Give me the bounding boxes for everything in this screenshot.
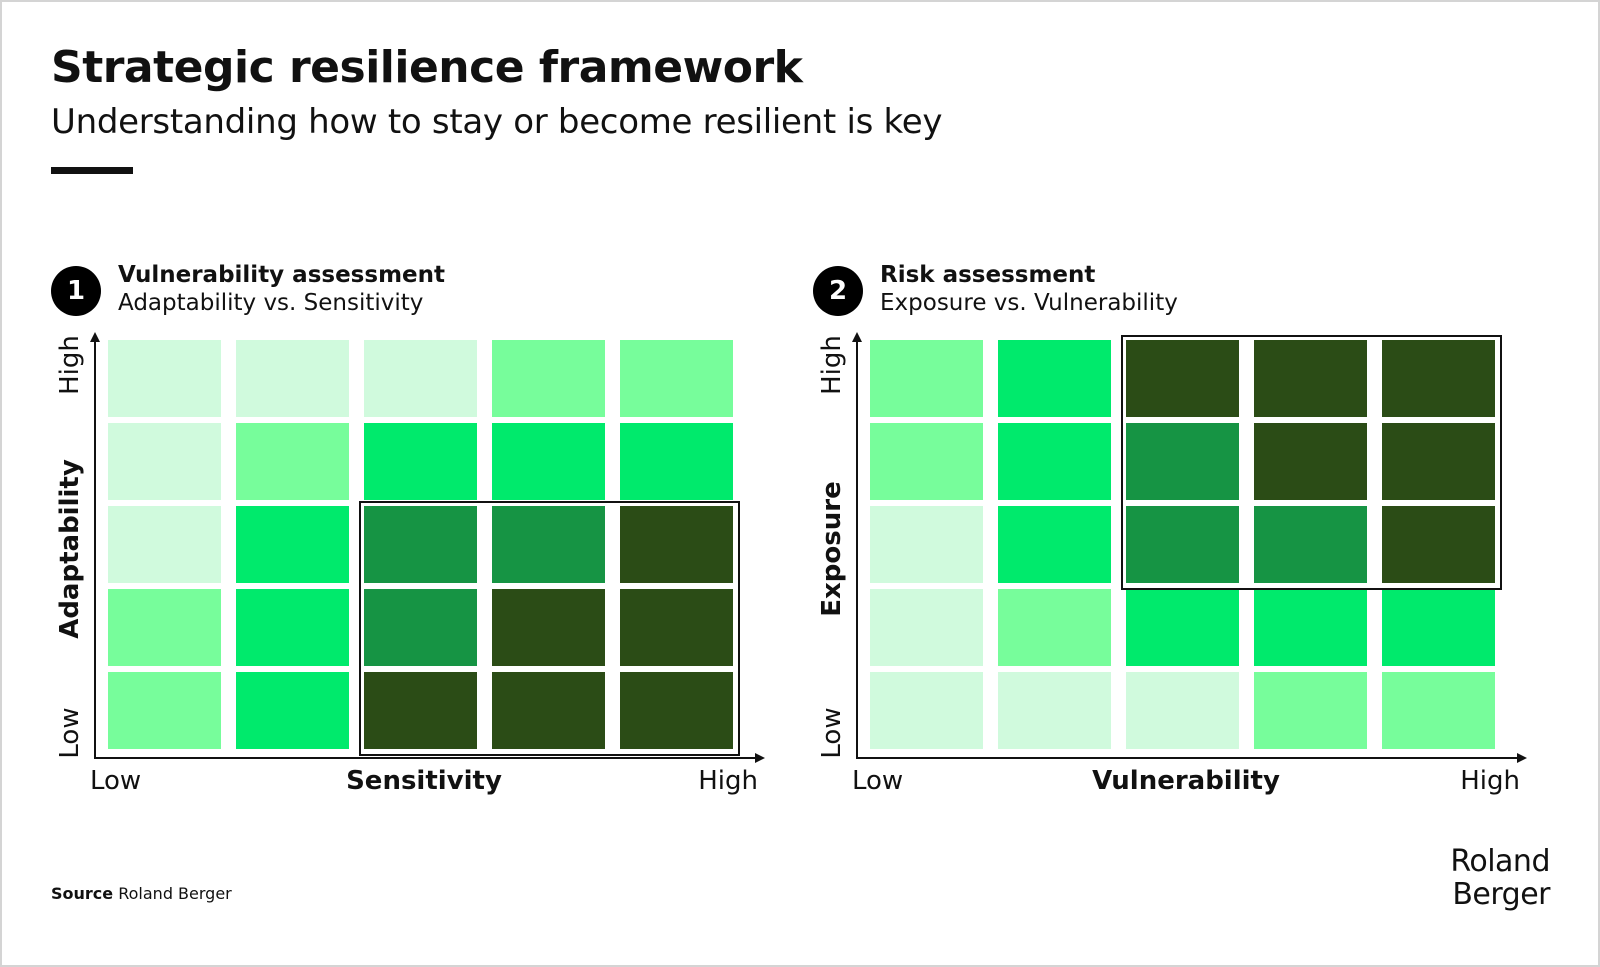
x-axis-low-label: Low [90, 766, 142, 796]
heatmap-cell [108, 506, 221, 583]
x-axis-title: Sensitivity [346, 766, 502, 796]
heatmap-cell [364, 340, 477, 417]
title-underline [51, 167, 133, 174]
panel-heading: Risk assessment [880, 262, 1096, 288]
heatmap-cell [236, 423, 349, 500]
heatmap-cell [870, 589, 983, 666]
heatmap-cell [998, 423, 1111, 500]
roland-berger-logo: Roland Berger [1450, 845, 1550, 911]
heatmap-cell [620, 340, 733, 417]
heatmap-cell [1254, 423, 1367, 500]
x-axis-line [856, 757, 1519, 759]
heatmap-cell [108, 589, 221, 666]
heatmap-cell [364, 423, 477, 500]
heatmap-cell [998, 340, 1111, 417]
heatmap-cell [1382, 506, 1495, 583]
heatmap-cell [998, 589, 1111, 666]
heatmap-cell [492, 589, 605, 666]
y-axis-high-label: High [55, 335, 85, 395]
y-axis-low-label: Low [55, 707, 85, 759]
heatmap-cell [1382, 423, 1495, 500]
heatmap-cell [492, 340, 605, 417]
heatmap-cell [492, 506, 605, 583]
y-axis-title: Exposure [817, 481, 847, 617]
heatmap-cell [998, 506, 1111, 583]
heatmap-cell [620, 423, 733, 500]
heatmap-cell [1126, 340, 1239, 417]
heatmap-cell [364, 672, 477, 749]
source-note: Source Roland Berger [51, 884, 232, 903]
y-axis-line [856, 339, 858, 758]
heatmap-grid [108, 340, 741, 756]
heatmap-cell [870, 506, 983, 583]
heatmap-cell [108, 423, 221, 500]
x-axis-low-label: Low [852, 766, 904, 796]
risk-assessment-panel: 2 Risk assessment Exposure vs. Vulnerabi… [764, 252, 1527, 812]
panel-number-badge: 1 [51, 266, 101, 316]
heatmap-cell [364, 506, 477, 583]
heatmap-cell [1126, 506, 1239, 583]
panel-subheading: Exposure vs. Vulnerability [880, 290, 1178, 316]
y-axis-arrow-icon [90, 332, 100, 342]
x-axis-high-label: High [698, 766, 758, 796]
heatmap-cell [1382, 672, 1495, 749]
x-axis-title: Vulnerability [1092, 766, 1280, 796]
heatmap-cell [1254, 340, 1367, 417]
x-axis-line [94, 757, 757, 759]
heatmap-cell [1126, 589, 1239, 666]
y-axis-low-label: Low [817, 707, 847, 759]
panel-number-badge: 2 [813, 266, 863, 316]
page-title: Strategic resilience framework [51, 42, 803, 93]
heatmap-cell [1126, 672, 1239, 749]
heatmap-cell [1382, 340, 1495, 417]
heatmap-cell [236, 340, 349, 417]
heatmap-cell [1254, 506, 1367, 583]
heatmap-cell [108, 340, 221, 417]
x-axis-arrow-icon [1517, 753, 1527, 763]
y-axis-title: Adaptability [55, 459, 85, 639]
highlight-box [1121, 335, 1502, 590]
heatmap-cell [236, 506, 349, 583]
heatmap-cell [620, 672, 733, 749]
heatmap-cell [870, 672, 983, 749]
heatmap-cell [492, 423, 605, 500]
heatmap-grid [870, 335, 1503, 755]
x-axis-arrow-icon [755, 753, 765, 763]
panel-heading: Vulnerability assessment [118, 262, 445, 288]
panel-subheading: Adaptability vs. Sensitivity [118, 290, 424, 316]
x-axis-high-label: High [1460, 766, 1520, 796]
heatmap-cell [1254, 589, 1367, 666]
highlight-box [359, 501, 740, 756]
heatmap-cell [998, 672, 1111, 749]
heatmap-cell [108, 672, 221, 749]
heatmap-cell [870, 423, 983, 500]
logo-line-1: Roland [1450, 844, 1550, 879]
heatmap-cell [1382, 589, 1495, 666]
y-axis-arrow-icon [852, 332, 862, 342]
heatmap-cell [620, 506, 733, 583]
y-axis-line [94, 339, 96, 758]
heatmap-cell [870, 340, 983, 417]
heatmap-cell [1254, 672, 1367, 749]
heatmap-cell [620, 589, 733, 666]
heatmap-cell [364, 589, 477, 666]
heatmap-cell [236, 672, 349, 749]
source-label: Source [51, 884, 114, 903]
heatmap-cell [1126, 423, 1239, 500]
logo-line-2: Berger [1452, 877, 1550, 912]
heatmap-cell [492, 672, 605, 749]
y-axis-high-label: High [817, 335, 847, 395]
source-text: Roland Berger [118, 884, 232, 903]
vulnerability-assessment-panel: 1 Vulnerability assessment Adaptability … [2, 252, 765, 812]
page-subtitle: Understanding how to stay or become resi… [51, 102, 943, 142]
heatmap-cell [236, 589, 349, 666]
